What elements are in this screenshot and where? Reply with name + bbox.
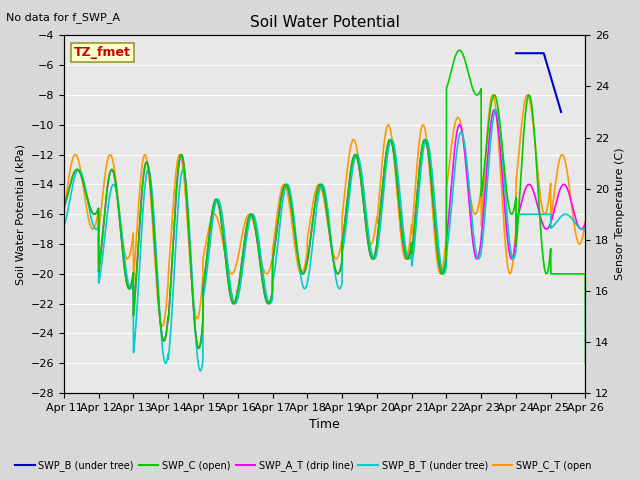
- Text: TZ_fmet: TZ_fmet: [74, 46, 131, 59]
- Title: Soil Water Potential: Soil Water Potential: [250, 15, 399, 30]
- Legend: SWP_B (under tree), SWP_C (open), SWP_A_T (drip line), SWP_B_T (under tree), SWP: SWP_B (under tree), SWP_C (open), SWP_A_…: [12, 456, 596, 475]
- Y-axis label: Sensor Temperature (C): Sensor Temperature (C): [615, 148, 625, 280]
- Text: No data for f_SWP_A: No data for f_SWP_A: [6, 12, 120, 23]
- Y-axis label: Soil Water Potential (kPa): Soil Water Potential (kPa): [15, 144, 25, 285]
- X-axis label: Time: Time: [309, 419, 340, 432]
